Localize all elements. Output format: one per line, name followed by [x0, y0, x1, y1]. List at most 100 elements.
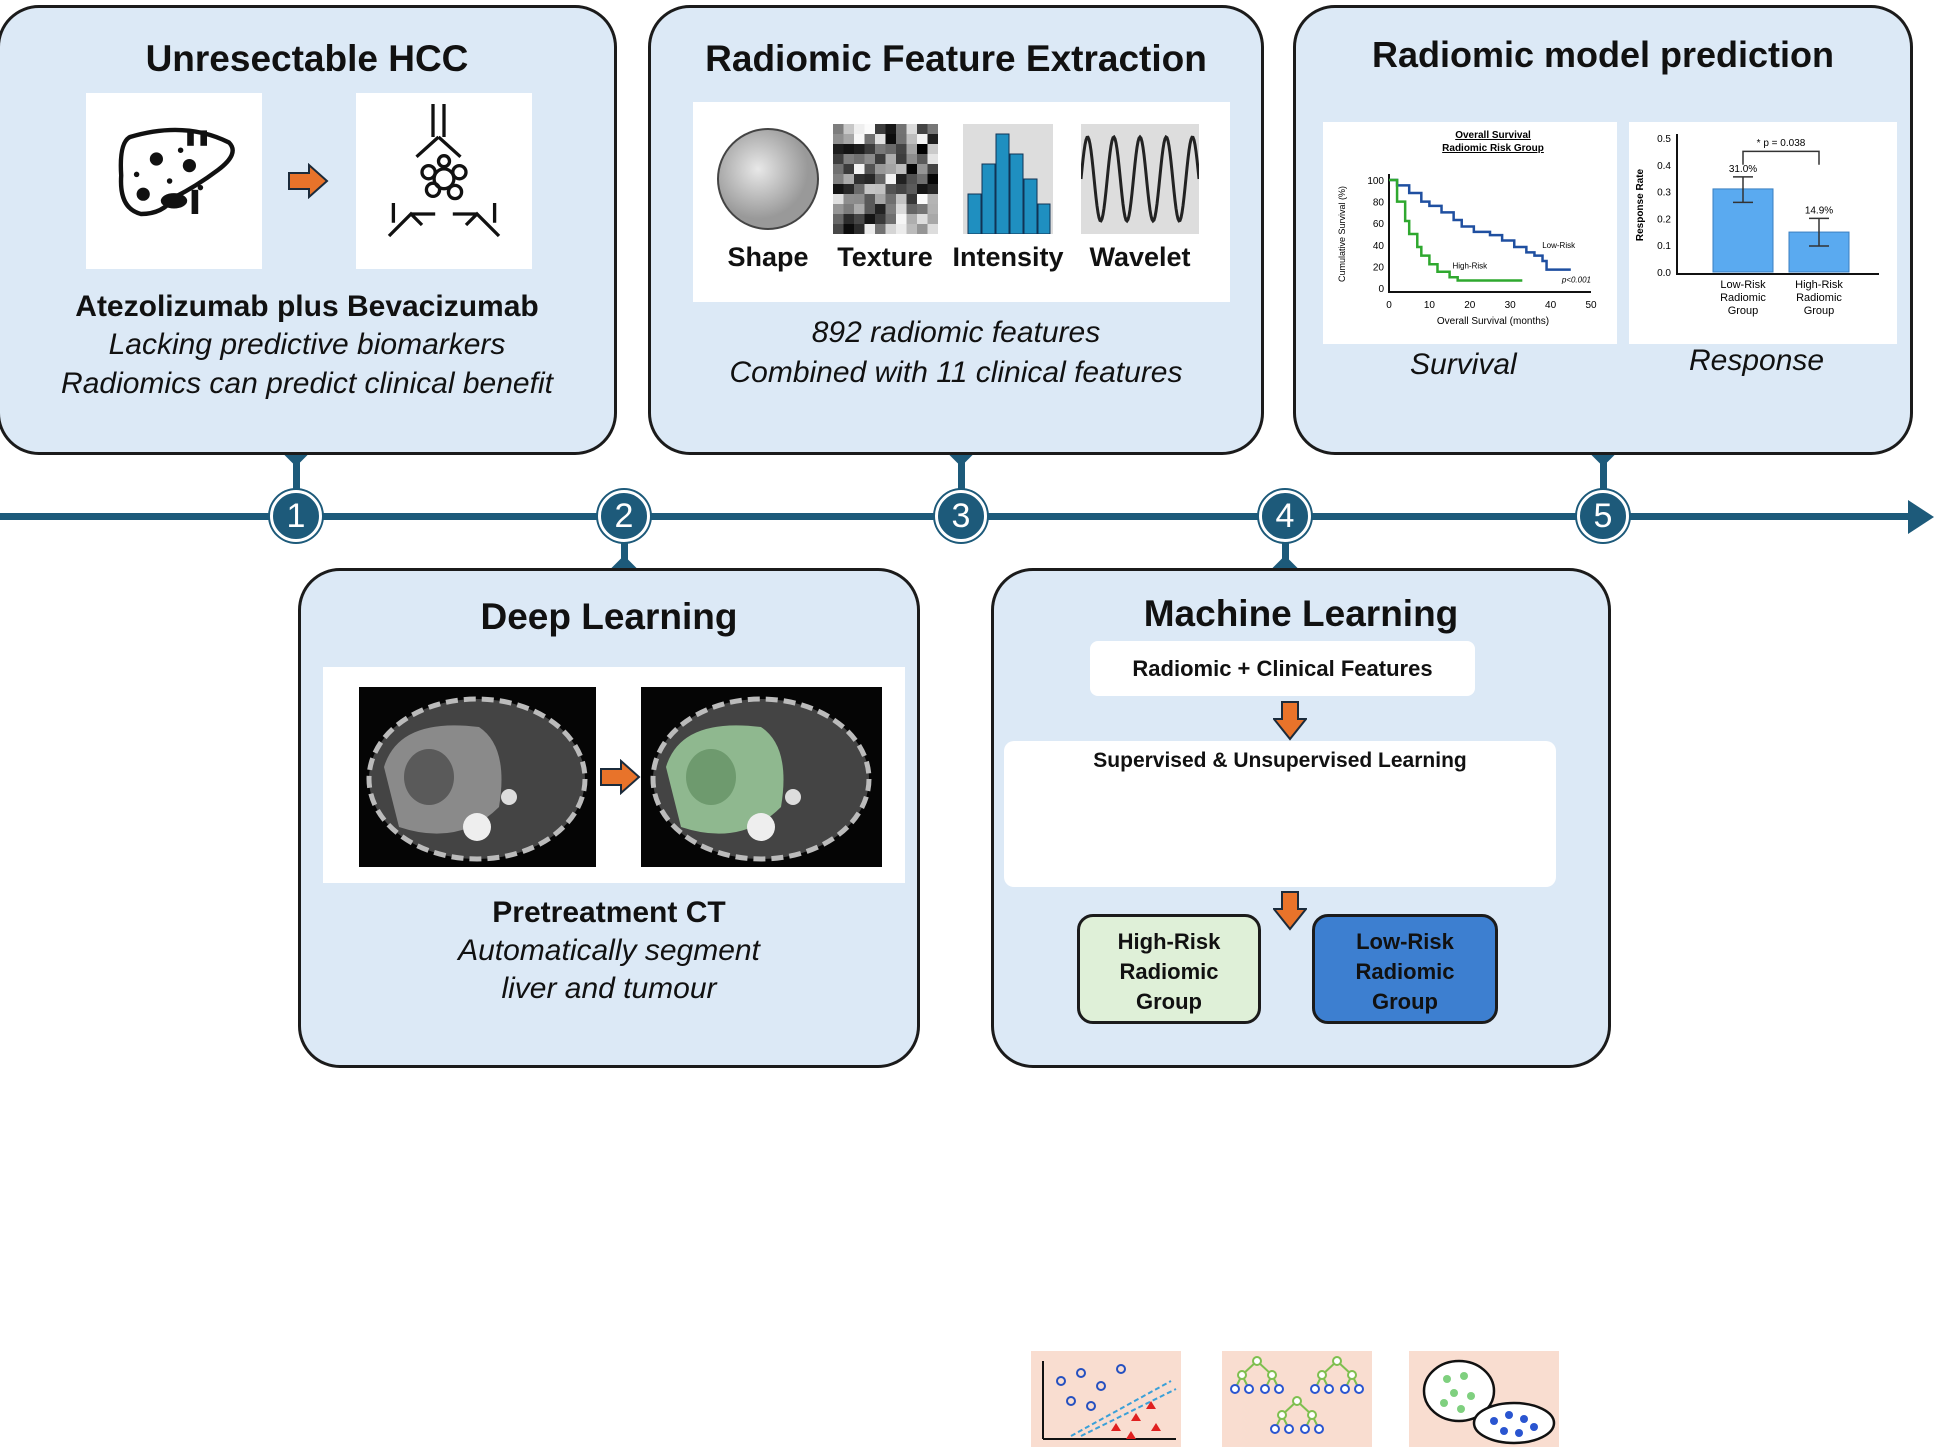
series-label: Low-Risk — [1542, 241, 1576, 250]
y-tick-label: 0.0 — [1657, 268, 1671, 279]
texture-cell — [896, 124, 907, 134]
texture-cell — [864, 174, 875, 184]
step-1-panel: Unresectable HCC Atezolizumab plus Bevac… — [0, 5, 617, 455]
group-line: Low-Risk — [1356, 929, 1454, 954]
texture-cell — [917, 164, 928, 174]
texture-cell — [864, 144, 875, 154]
learning-method-label: Supervised & Unsupervised Learning — [1093, 749, 1467, 772]
response-label: Response — [1689, 344, 1825, 377]
texture-cell — [854, 154, 865, 164]
texture-cell — [854, 184, 865, 194]
data-label: 31.0% — [1729, 164, 1757, 175]
survival-curve — [1389, 178, 1523, 282]
texture-cell — [854, 204, 865, 214]
step-2-marker: 2 — [598, 490, 650, 542]
texture-cell — [885, 224, 896, 234]
arrow-right-icon — [288, 163, 329, 199]
tree-node — [1332, 1356, 1342, 1366]
arrow-down-icon — [1273, 891, 1307, 931]
texture-cell — [875, 184, 886, 194]
series-label: High-Risk — [1452, 262, 1488, 271]
texture-cell — [864, 224, 875, 234]
shape-icon — [717, 128, 819, 230]
texture-cell — [917, 174, 928, 184]
texture-cell — [875, 194, 886, 204]
y-tick-label: 0.2 — [1657, 214, 1671, 225]
texture-cell — [927, 224, 938, 234]
tree-node — [1317, 1370, 1327, 1380]
step-4-panel: Machine Learning Radiomic + Clinical Fea… — [991, 568, 1611, 1447]
texture-cell — [927, 164, 938, 174]
ct-scan-image — [359, 687, 596, 867]
texture-cell — [906, 134, 917, 144]
learning-panel: Supervised & Unsupervised Learning — [1004, 741, 1556, 887]
texture-cell — [927, 154, 938, 164]
texture-cell — [833, 144, 844, 154]
ct-caption: Pretreatment CT — [492, 896, 726, 929]
y-tick-label: 0.1 — [1657, 241, 1671, 252]
group-line: Group — [1372, 989, 1438, 1014]
low-risk-group-box: Low-Risk Radiomic Group — [1312, 914, 1498, 1024]
texture-cell — [833, 164, 844, 174]
texture-cell — [854, 144, 865, 154]
arrow-down-icon — [1273, 701, 1307, 741]
texture-cell — [833, 214, 844, 224]
texture-cell — [896, 144, 907, 154]
step-5-panel: Radiomic model prediction Overall Surviv… — [1293, 5, 1913, 455]
tree-node — [1324, 1384, 1334, 1394]
texture-cell — [927, 204, 938, 214]
feature-label-wavelet: Wavelet — [1089, 242, 1191, 272]
step-3-title: Radiomic Feature Extraction — [705, 38, 1207, 79]
texture-cell — [917, 124, 928, 134]
texture-cell — [864, 204, 875, 214]
significance-bracket — [1742, 150, 1820, 165]
step-1-marker: 1 — [270, 490, 322, 542]
texture-cell — [906, 164, 917, 174]
step-4-title: Machine Learning — [1143, 593, 1459, 634]
texture-cell — [896, 164, 907, 174]
feature-label-shape: Shape — [727, 242, 809, 272]
texture-cell — [864, 164, 875, 174]
step-1-line-2: Radiomics can predict clinical benefit — [61, 367, 553, 400]
data-label: 14.9% — [1805, 205, 1833, 216]
texture-cell — [927, 134, 938, 144]
texture-cell — [927, 214, 938, 224]
texture-cell — [833, 204, 844, 214]
texture-cell — [906, 194, 917, 204]
x-tick-label: 30 — [1505, 300, 1517, 311]
step-2-panel: Deep Learning Pretreatment CT Automatica… — [298, 568, 920, 1068]
survival-chart: Overall Survival Radiomic Risk Group 0 10 20… — [1337, 130, 1597, 327]
texture-cell — [885, 134, 896, 144]
error-bar — [1809, 217, 1829, 247]
texture-cell — [927, 144, 938, 154]
step-4-marker: 4 — [1259, 490, 1311, 542]
texture-cell — [885, 194, 896, 204]
tree-node — [1244, 1384, 1254, 1394]
texture-cell — [906, 124, 917, 134]
texture-cell — [875, 154, 886, 164]
tree-node — [1300, 1424, 1310, 1434]
texture-cell — [885, 164, 896, 174]
y-tick-label: 60 — [1373, 219, 1385, 230]
drug-name: Atezolizumab plus Bevacizumab — [75, 290, 539, 323]
feature-panel: Shape Texture Intensity Wavelet — [693, 102, 1230, 302]
high-risk-group-box: High-Risk Radiomic Group — [1077, 914, 1261, 1024]
category-label: Group — [1804, 305, 1835, 317]
texture-cell — [833, 194, 844, 204]
texture-cell — [864, 154, 875, 164]
texture-icon — [833, 124, 938, 234]
feature-label-texture: Texture — [837, 242, 933, 272]
texture-cell — [896, 154, 907, 164]
tree-node — [1347, 1370, 1357, 1380]
x-axis-label: Overall Survival (months) — [1437, 316, 1549, 327]
category-label: Radiomic — [1796, 292, 1842, 304]
category-label: Radiomic — [1720, 292, 1766, 304]
texture-cell — [833, 224, 844, 234]
texture-cell — [843, 214, 854, 224]
texture-cell — [843, 154, 854, 164]
significance-label: * p = 0.038 — [1757, 138, 1806, 149]
texture-cell — [875, 224, 886, 234]
texture-cell — [843, 144, 854, 154]
texture-cell — [885, 214, 896, 224]
ct-panel — [323, 667, 905, 883]
